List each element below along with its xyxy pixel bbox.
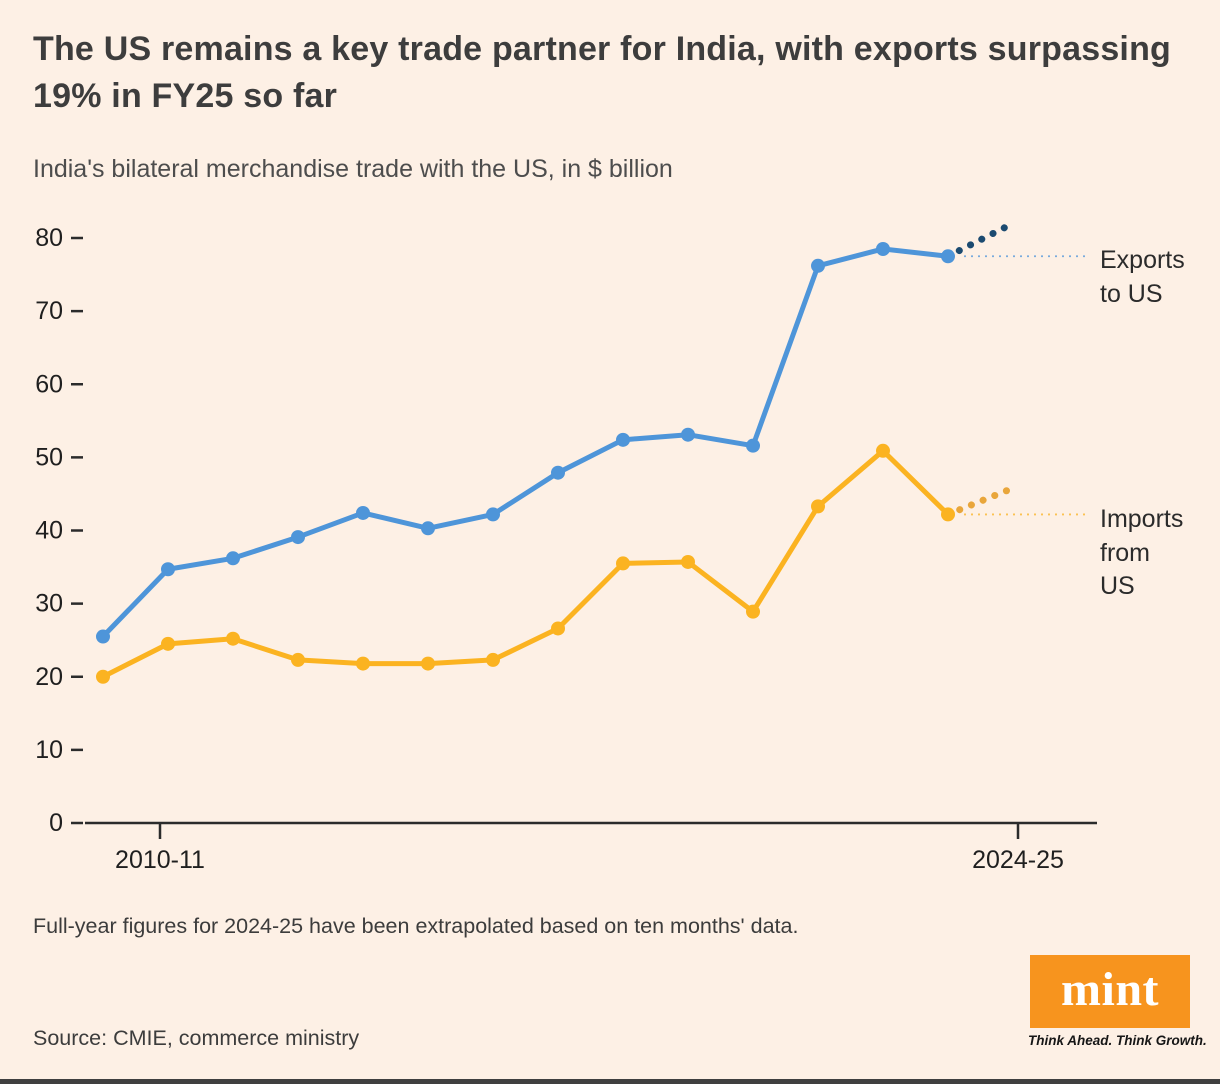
imports-data-point	[876, 443, 890, 458]
y-axis-tick-label: 20	[35, 663, 63, 691]
legend-imports-from-us: Imports from US	[1100, 503, 1215, 604]
imports-data-point	[226, 631, 240, 646]
y-axis-tick-label: 70	[35, 297, 63, 325]
source-attribution: Source: CMIE, commerce ministry	[33, 1026, 360, 1050]
exports-data-point	[941, 249, 955, 264]
legend-exports-line-2: to US	[1100, 279, 1163, 308]
y-axis-tick-label: 10	[35, 736, 63, 764]
exports-data-point	[356, 505, 370, 520]
page-title: The US remains a key trade partner for I…	[33, 30, 1172, 115]
y-axis-tick-label: 40	[35, 517, 63, 545]
imports-data-point	[551, 621, 565, 636]
y-axis-tick-label: 60	[35, 370, 63, 398]
exports-data-point	[291, 530, 305, 545]
legend-exports-line-1: Exports	[1100, 246, 1185, 274]
y-axis-tick-label: 80	[35, 224, 63, 252]
trade-line-chart: 0 10 20 30 40 50 60 70 80 2010-11 2024-25	[35, 219, 1097, 874]
imports-data-point	[421, 656, 435, 671]
exports-line	[101, 246, 949, 639]
exports-data-point	[681, 427, 695, 442]
legend-exports-to-us: Exports to US	[1100, 244, 1215, 311]
imports-data-point	[746, 604, 760, 619]
imports-data-point	[681, 554, 695, 569]
exports-data-point	[551, 465, 565, 480]
imports-forecast-dotted	[944, 484, 1017, 518]
imports-data-point	[811, 499, 825, 514]
exports-data-point	[486, 507, 500, 522]
imports-data-point	[941, 507, 955, 522]
imports-data-point	[96, 669, 110, 684]
logo-tagline: Think Ahead. Think Growth.	[1028, 1033, 1207, 1048]
legend-imports-line-1: Imports	[1100, 505, 1184, 533]
imports-data-point	[356, 656, 370, 671]
mint-logo-text: mint	[1061, 963, 1159, 1016]
exports-data-point	[811, 258, 825, 273]
legend-imports-line-3: US	[1100, 572, 1135, 600]
exports-data-point	[876, 241, 890, 256]
x-axis-tick-label: 2010-11	[115, 846, 205, 874]
exports-data-point	[226, 551, 240, 566]
y-axis-tick-label: 30	[35, 590, 63, 618]
x-axis-tick-label: 2024-25	[972, 846, 1064, 874]
exports-data-point	[616, 432, 630, 447]
exports-data-point	[746, 438, 760, 453]
bottom-edge-bar	[0, 1079, 1220, 1084]
imports-data-point	[291, 652, 305, 667]
imports-data-point	[161, 636, 175, 651]
imports-line	[101, 448, 950, 679]
mint-logo: mint	[1030, 955, 1190, 1028]
chart-subtitle: India's bilateral merchandise trade with…	[33, 155, 673, 183]
legend-imports-line-2: from	[1100, 538, 1150, 567]
exports-data-point	[96, 629, 110, 644]
footnote: Full-year figures for 2024-25 have been …	[33, 914, 799, 938]
imports-data-point	[486, 652, 500, 667]
exports-data-point	[421, 521, 435, 536]
exports-data-point	[161, 562, 175, 577]
y-axis-tick-label: 0	[49, 809, 63, 837]
exports-forecast-dotted	[944, 219, 1017, 260]
imports-data-point	[616, 556, 630, 571]
y-axis-tick-label: 50	[35, 443, 63, 471]
